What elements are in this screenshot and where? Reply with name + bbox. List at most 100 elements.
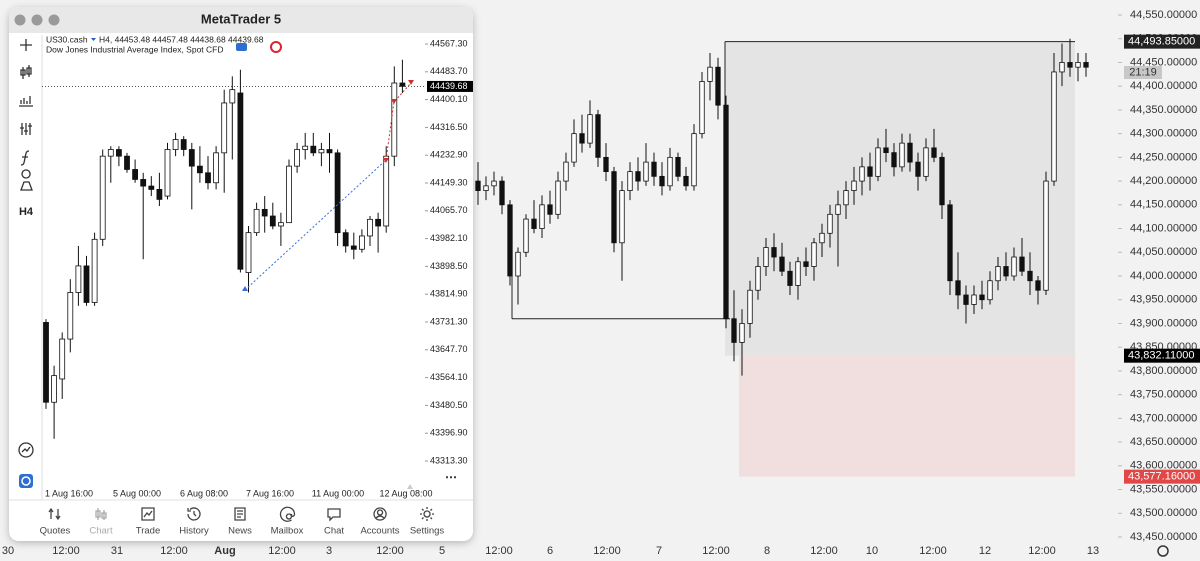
- price-label: 44149.30: [430, 177, 468, 187]
- candle-body: [931, 147, 937, 158]
- price-label: 43814.90: [430, 289, 468, 299]
- tab-icon[interactable]: [327, 508, 341, 522]
- candle-body: [1083, 62, 1089, 68]
- crosshair-tool[interactable]: [20, 39, 32, 51]
- trade-icon[interactable]: [236, 43, 247, 51]
- tab-label[interactable]: Mailbox: [271, 526, 304, 537]
- candle-body: [1035, 280, 1041, 291]
- tab-label[interactable]: Chat: [324, 526, 344, 537]
- chart-type-tool[interactable]: [20, 65, 32, 79]
- time-label: 12:00: [702, 545, 730, 557]
- objects-tool[interactable]: [20, 169, 33, 191]
- candle-body: [651, 161, 657, 177]
- tab-label[interactable]: Settings: [410, 526, 445, 537]
- candle-body: [318, 149, 325, 154]
- symbol[interactable]: US30.cash: [46, 34, 88, 44]
- candle-body: [107, 149, 114, 157]
- candle-body: [116, 149, 122, 157]
- candle-body: [795, 261, 801, 286]
- time-label: 30: [2, 545, 14, 557]
- candle-body: [667, 156, 673, 187]
- candle-body: [507, 204, 513, 277]
- tab-icon[interactable]: [234, 507, 246, 521]
- symbol-dropdown[interactable]: [91, 38, 96, 41]
- price-label: 44,350.00000: [1130, 104, 1197, 116]
- time-label: 12:00: [1028, 545, 1056, 557]
- candle-body: [1043, 180, 1049, 291]
- candle-body: [237, 92, 244, 270]
- tab-label[interactable]: Trade: [136, 526, 160, 537]
- signal-icon[interactable]: [270, 41, 282, 53]
- gear-icon[interactable]: [1157, 545, 1169, 557]
- tab-icon[interactable]: [279, 506, 296, 522]
- price-label: 43396.90: [430, 428, 468, 438]
- candle-body: [326, 149, 333, 154]
- market-tool[interactable]: [18, 442, 34, 458]
- candle-body: [579, 133, 585, 144]
- zone-box: [725, 41, 1075, 356]
- tab-icon[interactable]: [187, 507, 201, 521]
- function-tool[interactable]: [20, 150, 30, 166]
- scroll-marker: [407, 484, 413, 489]
- price-label: 44,200.00000: [1130, 175, 1197, 187]
- time-label: 12:00: [485, 545, 513, 557]
- candle-body: [491, 180, 497, 187]
- price-tag: [1124, 469, 1200, 484]
- tab-label[interactable]: Accounts: [360, 526, 399, 537]
- time-label: 12:00: [919, 545, 947, 557]
- time-label: 12: [979, 545, 991, 557]
- tab-label[interactable]: Quotes: [40, 526, 71, 537]
- candle-body: [635, 171, 641, 182]
- settings-gear[interactable]: [1157, 545, 1169, 557]
- tab-label[interactable]: Chart: [89, 526, 113, 537]
- time-label: 1 Aug 16:00: [45, 488, 93, 498]
- more-menu[interactable]: ⋯: [445, 470, 457, 484]
- price-label: 44400.10: [430, 94, 468, 104]
- candle-body: [859, 166, 865, 182]
- tab-label[interactable]: History: [179, 526, 209, 537]
- tab-label[interactable]: News: [228, 526, 252, 537]
- price-label: 44065.70: [430, 205, 468, 215]
- candle-body: [763, 247, 769, 267]
- bars-tool[interactable]: [19, 96, 33, 107]
- indicators-tool[interactable]: [20, 123, 32, 135]
- candle-body: [294, 149, 301, 167]
- candle-body: [483, 185, 489, 191]
- candle-body: [899, 142, 905, 168]
- candle-body: [835, 204, 841, 215]
- candle-body: [172, 139, 179, 150]
- minimize-button[interactable]: [31, 14, 43, 26]
- candle-body: [739, 323, 745, 343]
- candle-body: [867, 166, 873, 177]
- candle-body: [587, 114, 593, 144]
- candle-body: [851, 180, 857, 191]
- time-label: 12 Aug 08:00: [379, 488, 432, 498]
- tab-icon[interactable]: [141, 507, 155, 521]
- tab-icon[interactable]: [373, 507, 387, 521]
- tab-icon[interactable]: [420, 507, 434, 521]
- zoom-button[interactable]: [48, 14, 60, 26]
- time-label: 12:00: [593, 545, 621, 557]
- tab-icon[interactable]: [48, 507, 61, 521]
- price-label: 44232.90: [430, 150, 468, 160]
- close-button[interactable]: [14, 14, 26, 26]
- app-icon[interactable]: [19, 474, 33, 488]
- candle-body: [915, 161, 921, 177]
- current-price-tag: [427, 80, 473, 92]
- time-label: 31: [111, 545, 123, 557]
- candle-body: [391, 82, 398, 157]
- countdown: 21:19: [1129, 66, 1157, 78]
- window-chart: 44567.30 44483.70 44400.10 44316.50 44232.90…: [42, 38, 473, 498]
- price-label: 43480.50: [430, 400, 468, 410]
- price-tag: [1124, 348, 1200, 363]
- side-toolbar: [18, 39, 34, 458]
- candle-body: [180, 139, 187, 150]
- candle-body: [891, 152, 897, 168]
- timeframe[interactable]: H4: [19, 206, 34, 218]
- tab-icon[interactable]: [95, 508, 107, 520]
- candle-body: [1003, 266, 1009, 277]
- app-icon-mark: [21, 476, 31, 486]
- price-label: 43564.10: [430, 372, 468, 382]
